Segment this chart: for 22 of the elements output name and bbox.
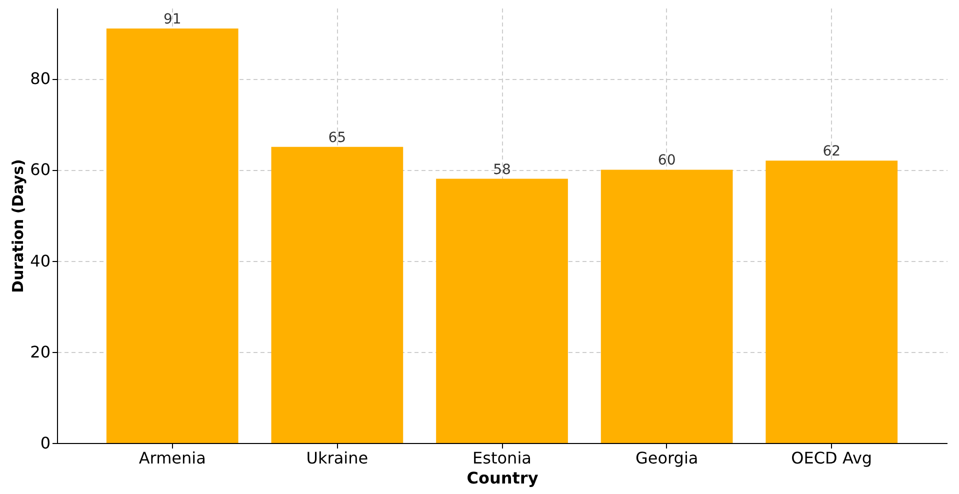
y-tick-label: 60: [30, 160, 50, 180]
bar: [600, 170, 733, 443]
x-tick-label: OECD Avg: [791, 448, 872, 468]
data-label: 58: [493, 162, 511, 178]
bar: [106, 28, 238, 443]
bar: [271, 146, 404, 443]
x-tick-label: Georgia: [635, 448, 698, 468]
data-label: 65: [328, 130, 346, 146]
x-tick-label: Estonia: [472, 448, 532, 468]
x-tick-label: Armenia: [138, 448, 206, 468]
y-tick-label: 80: [30, 69, 50, 88]
y-tick-label: 0: [40, 434, 50, 452]
data-label: 60: [658, 152, 676, 169]
data-label: 91: [163, 11, 182, 28]
y-axis-title: Duration (Days): [9, 159, 28, 293]
y-tick-label: 20: [30, 342, 50, 362]
x-axis-title: Country: [466, 468, 539, 488]
y-tick-label: 40: [30, 251, 50, 270]
data-label: 62: [822, 144, 841, 160]
bar: [436, 178, 568, 443]
bar: [766, 160, 898, 443]
x-tick-label: Ukraine: [306, 448, 368, 468]
